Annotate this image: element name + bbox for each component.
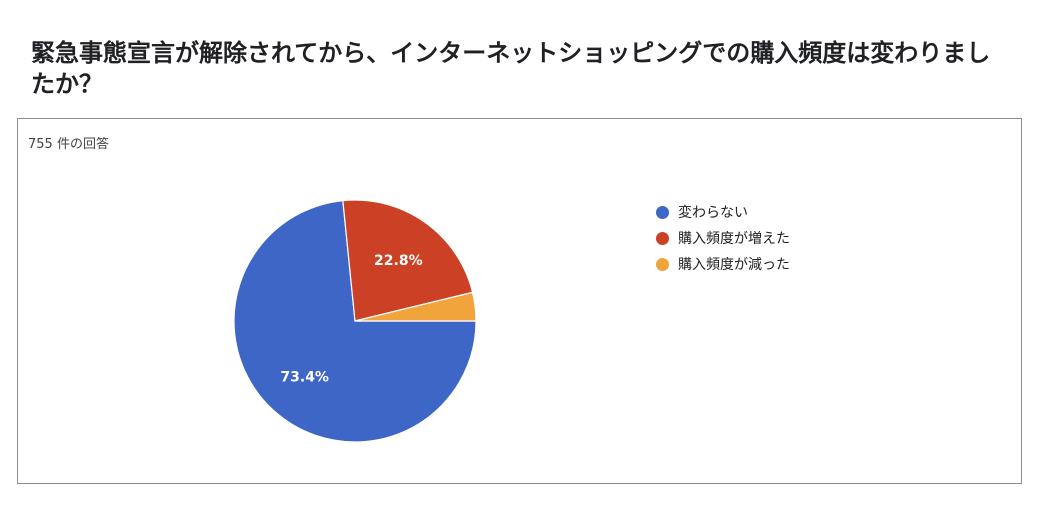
legend-item-3[interactable]: 購入頻度が減った [656, 251, 790, 277]
question-title: 緊急事態宣言が解除されてから、インターネットショッピングでの購入頻度は変わりまし… [31, 39, 991, 98]
legend-label-2: 購入頻度が増えた [678, 231, 790, 247]
pie-chart: 73.4% 22.8% [233, 199, 477, 443]
pie-value-label-1: 73.4% [280, 370, 329, 386]
legend-item-2[interactable]: 購入頻度が増えた [656, 225, 790, 251]
pie-slice-2[interactable] [342, 199, 474, 322]
chart-card: 755 件の回答 73.4% 22.8% 変わらない購入頻度が増えた 購入頻度が減っ… [17, 118, 1022, 484]
legend-swatch-1 [656, 205, 669, 219]
chart-legend: 変わらない購入頻度が増えた 購入頻度が減った [656, 199, 790, 277]
legend-label-3: 購入頻度が減った [678, 257, 790, 273]
pie-slice-3[interactable] [354, 291, 477, 322]
pie-value-label-2: 22.8% [374, 253, 423, 269]
legend-swatch-2 [656, 231, 669, 245]
legend-swatch-3 [656, 257, 669, 271]
legend-item-1[interactable]: 変わらない [656, 199, 790, 225]
legend-label-1: 変わらない [678, 205, 748, 221]
response-count: 755 件の回答 [28, 137, 109, 152]
